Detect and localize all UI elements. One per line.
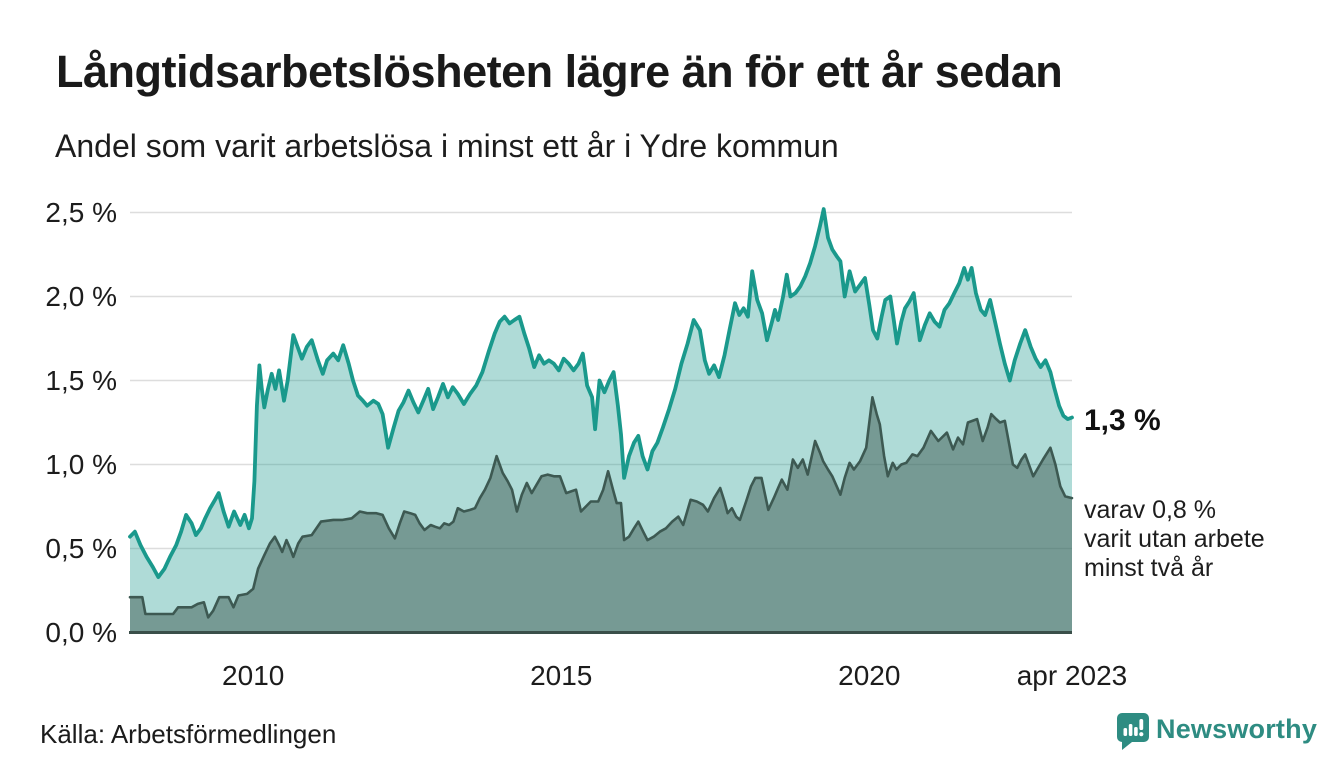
y-axis-tick-label: 1,0 % bbox=[45, 448, 117, 480]
y-axis-tick-label: 0,0 % bbox=[45, 616, 117, 648]
series-line bbox=[128, 207, 1074, 579]
page-title: Långtidsarbetslösheten lägre än för ett … bbox=[56, 46, 1063, 97]
detail-annotation-line: minst två år bbox=[1084, 554, 1214, 582]
y-axis-tick-label: 1,5 % bbox=[45, 364, 117, 396]
detail-annotation: varav 0,8 % varit utan arbete minst två … bbox=[1084, 496, 1265, 583]
detail-annotation-line: varit utan arbete bbox=[1084, 525, 1265, 553]
series-area bbox=[130, 397, 1072, 633]
newsworthy-wordmark: Newsworthy bbox=[1156, 714, 1318, 744]
x-axis-tick-label: 2015 bbox=[530, 660, 593, 691]
latest-value-annotation: 1,3 % bbox=[1084, 404, 1161, 437]
x-axis-tick-label: apr 2023 bbox=[1016, 660, 1128, 691]
newsworthy-logo: Newsworthy bbox=[1116, 711, 1317, 751]
chart-subtitle: Andel som varit arbetslösa i minst ett å… bbox=[55, 128, 839, 164]
detail-annotation-line: varav 0,8 % bbox=[1084, 496, 1217, 524]
x-axis-tick-label: 2020 bbox=[838, 660, 901, 691]
series-line bbox=[128, 396, 1074, 619]
y-axis-tick-label: 2,5 % bbox=[45, 196, 117, 228]
x-axis-tick-label: 2010 bbox=[222, 660, 285, 691]
y-axis-tick-label: 0,5 % bbox=[45, 532, 117, 564]
y-axis-tick-label: 2,0 % bbox=[45, 280, 117, 312]
source-label: Källa: Arbetsförmedlingen bbox=[40, 719, 337, 749]
bar-chart-speech-bubble-icon bbox=[1117, 713, 1149, 750]
